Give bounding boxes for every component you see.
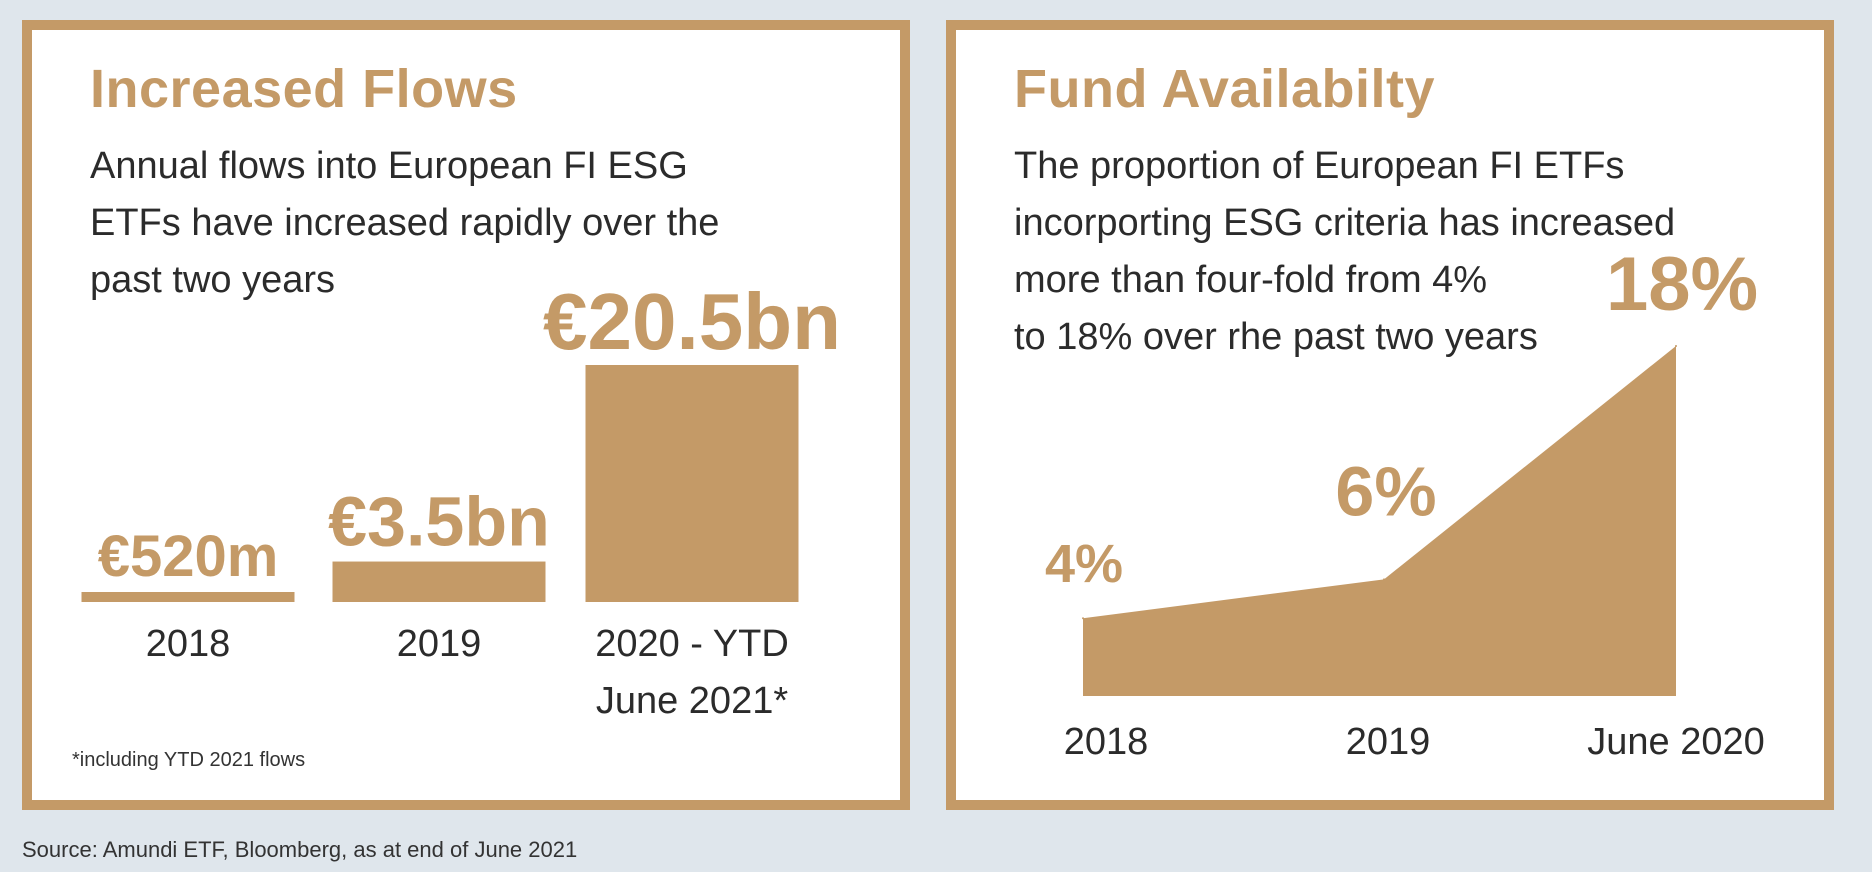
category-label: 2018 [146, 623, 231, 665]
increased-flows-title: Increased Flows [90, 59, 518, 119]
description-line: incorporting ESG criteria has increased [1014, 202, 1676, 244]
description-line: ETFs have increased rapidly over the [90, 202, 720, 244]
flows-footnote: *including YTD 2021 flows [72, 749, 306, 771]
fund-availability-title: Fund Availabilty [1014, 59, 1436, 119]
point-value-label: 6% [1335, 452, 1436, 530]
x-tick-label: June 2020 [1587, 721, 1765, 763]
area-series [1083, 346, 1676, 696]
availability-area-chart: 4% 6% 18% 2018 2019 June 2020 [1045, 242, 1765, 763]
point-value-label: 18% [1606, 242, 1758, 327]
description-line: to 18% over rhe past two years [1014, 316, 1538, 358]
point-value-label: 4% [1045, 534, 1123, 594]
data-point [1675, 345, 1677, 347]
description-line: Annual flows into European FI ESG [90, 145, 688, 187]
increased-flows-description: Annual flows into European FI ESG ETFs h… [90, 138, 719, 309]
description-line: past two years [90, 259, 335, 301]
category-label: June 2021* [596, 680, 788, 722]
bar-value-label: €20.5bn [543, 277, 841, 366]
increased-flows-panel: Increased Flows Annual flows into Europe… [22, 20, 910, 810]
category-label: 2019 [397, 623, 482, 665]
fund-availability-panel: Fund Availabilty The proportion of Europ… [946, 20, 1834, 810]
bar [585, 365, 799, 602]
bar [81, 592, 295, 602]
bar [332, 561, 546, 602]
data-point [1082, 617, 1084, 620]
bar-value-label: €3.5bn [328, 483, 550, 561]
bar-value-label: €520m [98, 524, 279, 589]
flows-bar-chart: €520m 2018 €3.5bn 2019 €20.5bn 2020 - YTD June… [81, 277, 841, 722]
description-line: The proportion of European FI ETFs [1014, 145, 1625, 187]
x-tick-label: 2018 [1064, 721, 1149, 763]
description-line: more than four-fold from 4% [1014, 259, 1488, 301]
category-label: 2020 - YTD [595, 623, 789, 665]
x-tick-label: 2019 [1346, 721, 1431, 763]
fund-availability-description: The proportion of European FI ETFs incor… [1014, 138, 1675, 366]
data-point [1383, 578, 1385, 581]
source-note: Source: Amundi ETF, Bloomberg, as at end… [22, 837, 578, 862]
